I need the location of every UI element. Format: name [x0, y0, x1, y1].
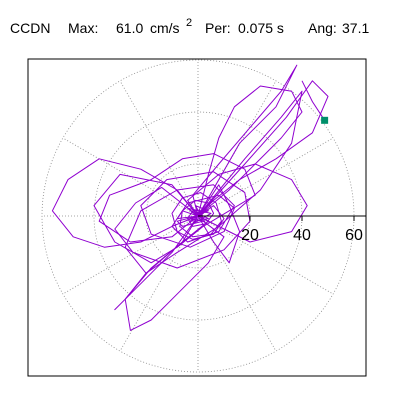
trace-segment-3	[124, 90, 303, 274]
title-max-label: Max:	[68, 20, 98, 36]
trace-segment-10	[197, 184, 241, 264]
title-max-unit-exp: 2	[186, 17, 192, 29]
trace-peak-approach	[301, 80, 326, 121]
radial-tick-label-40: 40	[293, 227, 311, 244]
peak-marker	[321, 116, 329, 124]
title-svg: CCDN Max: 61.0 cm/s 2 Per: 0.075 s Ang: …	[10, 17, 369, 36]
trace-segment-5	[124, 215, 225, 331]
grid-spoke-330	[197, 215, 334, 295]
grid-spoke-150	[62, 137, 199, 217]
trace-segment-4	[93, 153, 256, 264]
title-per-value: 0.075 s	[238, 20, 284, 36]
title-station: CCDN	[10, 20, 50, 36]
trace-segment-8	[187, 163, 308, 243]
trace-segment-6	[51, 158, 199, 248]
grid-spoke-300	[197, 215, 277, 352]
plot-frame	[27, 58, 367, 377]
peak-marker-layer	[321, 116, 329, 124]
grid-spoke-120	[119, 80, 199, 217]
trace-segment-11	[192, 64, 298, 217]
title-max-value: 61.0	[116, 20, 143, 36]
title-ang-value: 37.1	[342, 20, 369, 36]
radial-tick-label-20: 20	[241, 227, 259, 244]
trace-segment-7	[114, 215, 209, 311]
title-max-unit: cm/s	[150, 20, 180, 36]
title-ang-label: Ang:	[308, 20, 337, 36]
grid-spoke-30	[197, 137, 334, 217]
radial-tick-label-60: 60	[345, 227, 363, 244]
trace-segment-9	[197, 80, 329, 217]
radial-axis: 20 40 60	[198, 215, 366, 244]
trace-segment-2	[114, 171, 251, 269]
chart-title: CCDN Max: 61.0 cm/s 2 Per: 0.075 s Ang: …	[0, 0, 400, 42]
grid-spoke-210	[62, 215, 199, 295]
trace-layer	[51, 64, 329, 331]
title-per-label: Per:	[205, 20, 231, 36]
trace-segment-12	[197, 85, 303, 217]
